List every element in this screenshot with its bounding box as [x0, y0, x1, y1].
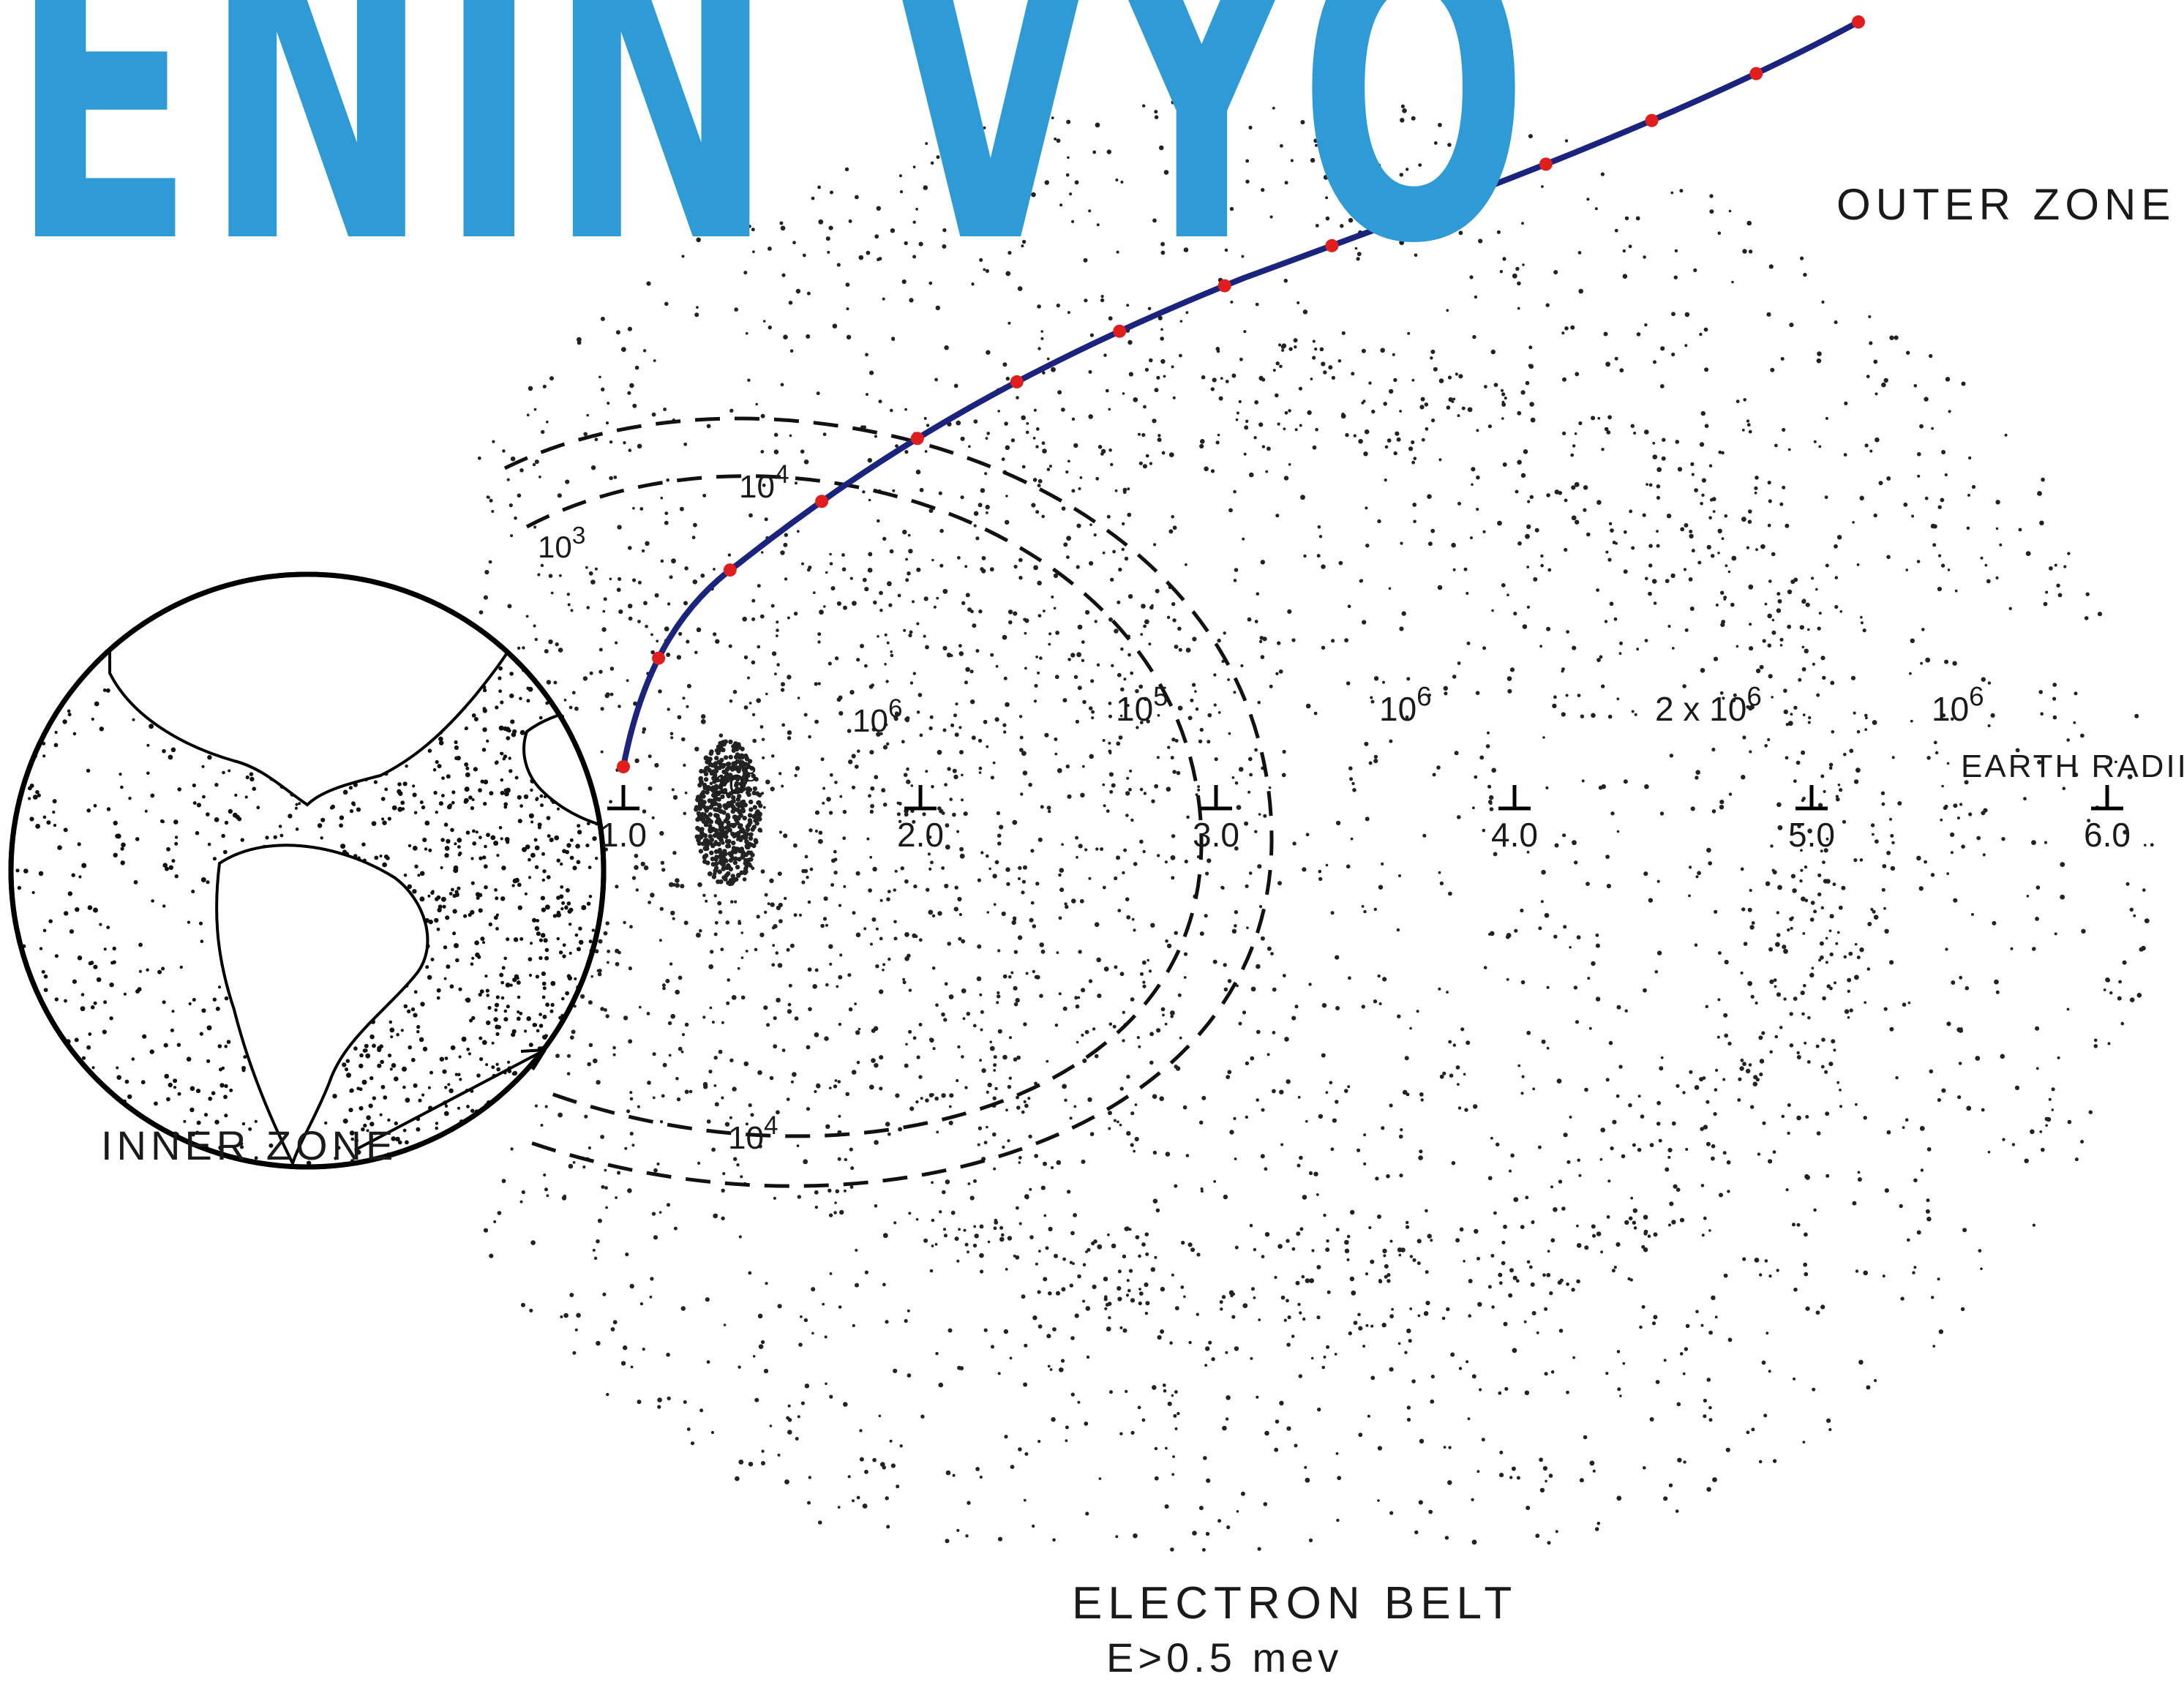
inner-zone-label: INNER ZONE — [101, 1122, 397, 1168]
flux-contour-label: 2 x 106 — [1655, 681, 1762, 728]
outer-zone-label: OUTER ZONE — [1836, 180, 2175, 229]
radius-tick-label: 2.0 — [897, 816, 944, 854]
spacecraft-trajectory — [617, 15, 1865, 773]
trajectory-marker — [1325, 239, 1339, 252]
inner-zone-arrow — [354, 1048, 547, 1152]
earth-radii-ticks: 1.0 2.0 3.0 4.0 5.0 6.0 — [600, 785, 2131, 854]
radius-tick-label: 5.0 — [1788, 816, 1835, 854]
trajectory-marker — [652, 651, 666, 665]
inner-zone-boundary-outer — [503, 416, 1274, 1188]
trajectory-marker — [815, 495, 829, 508]
trajectory-marker — [1217, 279, 1231, 293]
flux-contour-labels: 103 104 106 108 105 106 2 x 106 106 104 — [538, 460, 1984, 1156]
radius-tick-label: 4.0 — [1491, 816, 1538, 854]
flux-contour-label: 106 — [1932, 681, 1984, 728]
trajectory-marker — [1433, 199, 1446, 212]
trajectory-line — [620, 19, 1860, 767]
flux-contour-label: 108 — [713, 762, 757, 800]
trajectory-marker — [617, 760, 630, 773]
flux-contour-label: 106 — [852, 694, 903, 739]
trajectory-marker — [1852, 15, 1865, 29]
south-america-shape — [215, 844, 429, 1167]
flux-contour-label: 104 — [728, 1111, 778, 1156]
trajectory-marker — [910, 432, 924, 446]
trajectory-marker — [723, 563, 737, 577]
trajectory-marker — [1749, 67, 1763, 80]
flux-contour-label: 104 — [739, 460, 789, 505]
trajectory-marker — [1010, 375, 1024, 388]
electron-belt-energy: E>0.5 mev — [1106, 1634, 1343, 1681]
trajectory-marker — [1539, 157, 1553, 171]
flux-contour-label: 105 — [1116, 681, 1168, 728]
electron-belt-title: ELECTRON BELT — [1072, 1578, 1517, 1629]
trajectory-marker — [1113, 324, 1127, 338]
inner-zone-boundaries — [503, 416, 1274, 1188]
earth-globe — [8, 469, 607, 1170]
earth-radii-label: EARTH RADII — [1961, 748, 2184, 784]
greenland-shape — [410, 469, 541, 536]
trajectory-marker — [1645, 113, 1659, 127]
electron-belt-stipple — [473, 91, 2154, 1552]
radius-tick-label: 1.0 — [600, 816, 647, 854]
flux-contour-label: 103 — [538, 522, 585, 564]
radius-tick-label: 6.0 — [2084, 816, 2131, 854]
flux-contour-label: 106 — [1379, 681, 1432, 728]
radius-tick-label: 3.0 — [1193, 816, 1239, 854]
inner-zone-boundary-inner — [525, 474, 1204, 1138]
